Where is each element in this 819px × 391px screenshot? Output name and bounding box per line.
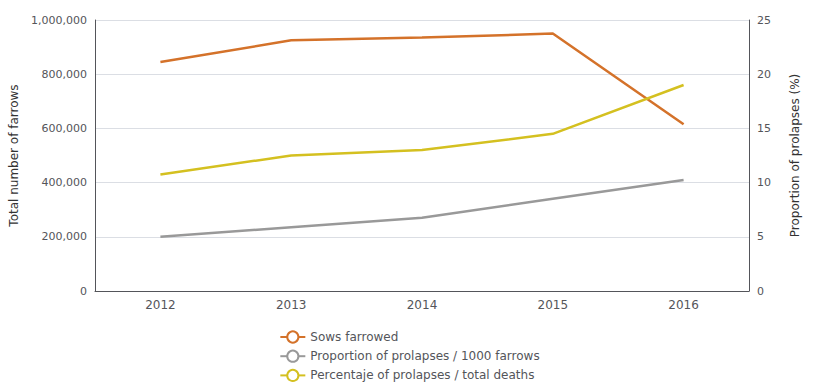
svg-text:1,000,000: 1,000,000 xyxy=(31,14,87,27)
svg-text:600,000: 600,000 xyxy=(42,122,88,135)
svg-text:25: 25 xyxy=(757,14,771,27)
svg-text:0: 0 xyxy=(757,285,764,298)
svg-text:Sows farrowed: Sows farrowed xyxy=(310,330,398,344)
svg-text:Proportion of prolapses / 1000: Proportion of prolapses / 1000 farrows xyxy=(310,349,539,363)
svg-text:800,000: 800,000 xyxy=(42,68,88,81)
svg-text:2014: 2014 xyxy=(407,298,438,312)
svg-text:2013: 2013 xyxy=(276,298,307,312)
svg-text:2015: 2015 xyxy=(538,298,569,312)
svg-text:20: 20 xyxy=(757,68,771,81)
svg-text:Percentaje of prolapses / tota: Percentaje of prolapses / total deaths xyxy=(310,368,534,382)
svg-text:2016: 2016 xyxy=(668,298,699,312)
svg-text:0: 0 xyxy=(80,285,87,298)
svg-text:15: 15 xyxy=(757,122,771,135)
svg-text:200,000: 200,000 xyxy=(42,230,88,243)
svg-text:10: 10 xyxy=(757,176,771,189)
svg-text:Proportion of prolapses (%): Proportion of prolapses (%) xyxy=(788,74,802,238)
svg-text:400,000: 400,000 xyxy=(42,176,88,189)
svg-text:Total number of farrows: Total number of farrows xyxy=(7,84,21,227)
svg-text:2012: 2012 xyxy=(145,298,176,312)
svg-text:5: 5 xyxy=(757,230,764,243)
